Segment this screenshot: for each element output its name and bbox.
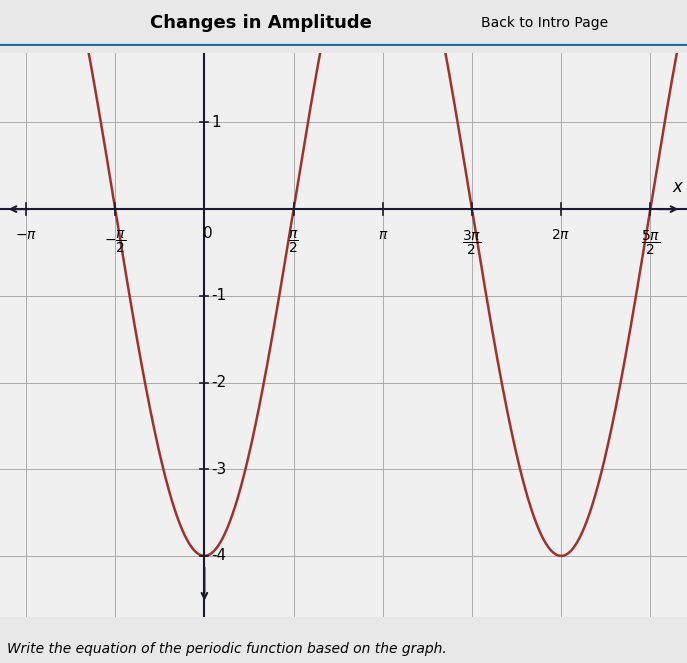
Text: Write the equation of the periodic function based on the graph.: Write the equation of the periodic funct…: [7, 642, 447, 656]
Text: -4: -4: [211, 548, 226, 564]
Text: $\dfrac{5\pi}{2}$: $\dfrac{5\pi}{2}$: [641, 228, 660, 257]
Text: $-\dfrac{\pi}{2}$: $-\dfrac{\pi}{2}$: [104, 228, 126, 255]
Text: $\dfrac{3\pi}{2}$: $\dfrac{3\pi}{2}$: [462, 228, 482, 257]
Text: -1: -1: [211, 288, 226, 303]
Text: -3: -3: [211, 461, 227, 477]
Text: $2\pi$: $2\pi$: [552, 228, 571, 242]
Text: $0$: $0$: [202, 225, 212, 241]
Text: 1: 1: [211, 115, 221, 130]
Text: $\dfrac{\pi}{2}$: $\dfrac{\pi}{2}$: [288, 228, 299, 255]
Text: Back to Intro Page: Back to Intro Page: [481, 16, 608, 30]
Text: -2: -2: [211, 375, 226, 390]
Text: Changes in Amplitude: Changes in Amplitude: [150, 14, 372, 32]
Text: $x$: $x$: [672, 178, 684, 196]
Text: $-\pi$: $-\pi$: [15, 228, 37, 242]
Text: $\pi$: $\pi$: [377, 228, 388, 242]
